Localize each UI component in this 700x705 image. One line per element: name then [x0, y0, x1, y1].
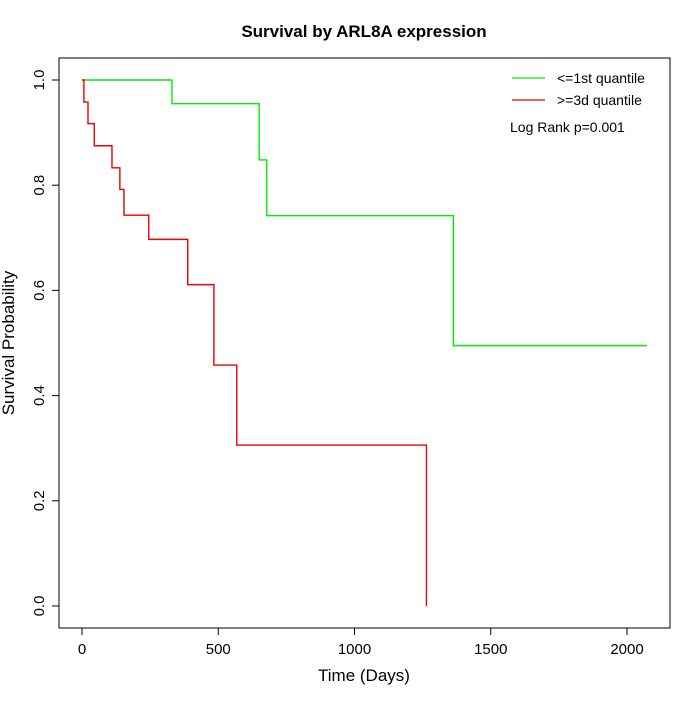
- legend: <=1st quantile >=3d quantile Log Rank p=…: [510, 70, 645, 135]
- plot-box: [58, 57, 671, 629]
- x-tick-label: 500: [206, 641, 231, 658]
- x-tick-label: 2000: [610, 641, 643, 658]
- legend-label-low: <=1st quantile: [557, 70, 645, 86]
- y-tick-label: 1.0: [31, 70, 48, 91]
- y-tick-label: 0.2: [31, 490, 48, 511]
- y-tick-label: 0.6: [31, 280, 48, 301]
- x-tick-label: 1500: [474, 641, 507, 658]
- legend-label-high: >=3d quantile: [557, 92, 642, 108]
- y-tick-label: 0.0: [31, 596, 48, 617]
- survival-curve-low: [82, 79, 647, 347]
- y-axis-label: Survival Probability: [0, 270, 18, 415]
- chart-title: Survival by ARL8A expression: [241, 22, 486, 41]
- x-tick-label: 0: [78, 641, 86, 658]
- logrank-annotation: Log Rank p=0.001: [510, 119, 625, 135]
- x-tick-label: 1000: [338, 641, 371, 658]
- y-tick-label: 0.8: [31, 175, 48, 196]
- y-tick-label: 0.4: [31, 385, 48, 406]
- x-axis-label: Time (Days): [318, 666, 410, 685]
- survival-curve-high: [82, 79, 428, 606]
